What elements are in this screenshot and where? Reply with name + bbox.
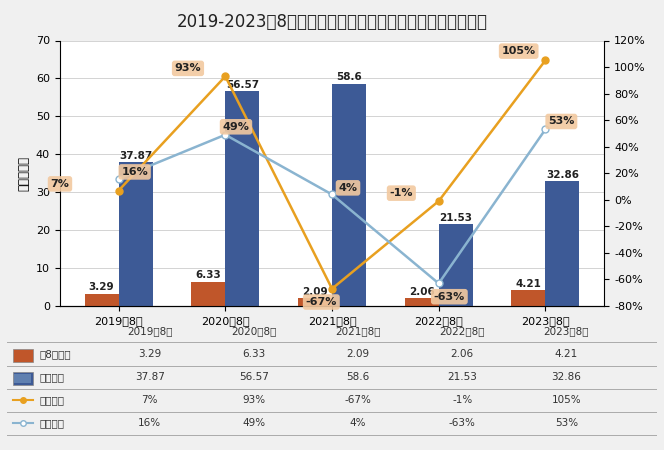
Text: 93%: 93% [175,63,201,73]
Text: 16%: 16% [138,418,161,428]
Text: 105%: 105% [501,46,536,56]
Text: 32.86: 32.86 [546,170,579,180]
Text: 同比增幅: 同比增幅 [39,395,64,405]
Text: 2022年8月: 2022年8月 [440,326,485,336]
Bar [545,181,580,306]
Text: 56.57: 56.57 [239,372,269,382]
Bar [225,91,260,306]
Text: 16%: 16% [122,167,148,177]
Text: 93%: 93% [242,395,266,405]
Text: -67%: -67% [345,395,371,405]
Bar [191,282,225,306]
Bar [439,225,473,306]
Text: 2.09: 2.09 [347,349,370,359]
Title: 2019-2023年8月牡引车市场销量及增幅走势（单位：万辆）: 2019-2023年8月牡引车市场销量及增幅走势（单位：万辆） [177,13,487,31]
Bar [119,162,153,306]
Text: 6.33: 6.33 [242,349,266,359]
Text: 21.53: 21.53 [440,213,472,223]
Text: 2.06: 2.06 [409,287,434,297]
Text: 累计销量: 累计销量 [39,372,64,382]
Text: -63%: -63% [434,292,465,302]
Text: 2019年8月: 2019年8月 [127,326,173,336]
Text: 2023年8月: 2023年8月 [544,326,589,336]
Text: -63%: -63% [449,418,475,428]
Text: 53%: 53% [554,418,578,428]
Text: 4%: 4% [350,418,367,428]
FancyBboxPatch shape [13,349,33,362]
Text: 21.53: 21.53 [448,372,477,382]
Text: 58.6: 58.6 [347,372,370,382]
Text: 轧8月销量: 轧8月销量 [39,349,71,359]
Text: -67%: -67% [305,297,337,307]
Text: -1%: -1% [452,395,472,405]
Text: 6.33: 6.33 [195,270,221,280]
Bar [84,293,119,306]
Text: 7%: 7% [141,395,158,405]
Text: 105%: 105% [551,395,581,405]
Text: 58.6: 58.6 [336,72,362,82]
Text: -1%: -1% [390,188,413,198]
Y-axis label: 单位：万辆: 单位：万辆 [17,156,31,191]
Text: 49%: 49% [242,418,266,428]
FancyBboxPatch shape [15,374,31,382]
Text: 56.57: 56.57 [226,80,259,90]
Text: 2021年8月: 2021年8月 [335,326,380,336]
Text: 4.21: 4.21 [515,279,541,288]
Bar [298,298,332,306]
Text: 49%: 49% [222,122,250,132]
Text: 3.29: 3.29 [138,349,161,359]
Text: 4.21: 4.21 [554,349,578,359]
Text: 2.06: 2.06 [451,349,473,359]
Bar [511,290,545,306]
Text: 累计增幅: 累计增幅 [39,418,64,428]
Text: 3.29: 3.29 [89,282,114,292]
Text: 2020年8月: 2020年8月 [231,326,277,336]
Text: 37.87: 37.87 [135,372,165,382]
Text: 32.86: 32.86 [551,372,581,382]
Text: 4%: 4% [339,183,357,193]
FancyBboxPatch shape [13,372,33,385]
Text: 2.09: 2.09 [302,287,328,297]
Bar [404,298,439,306]
Text: 37.87: 37.87 [119,151,152,161]
Text: 53%: 53% [548,117,574,126]
Text: 7%: 7% [50,179,70,189]
Bar [332,84,366,306]
